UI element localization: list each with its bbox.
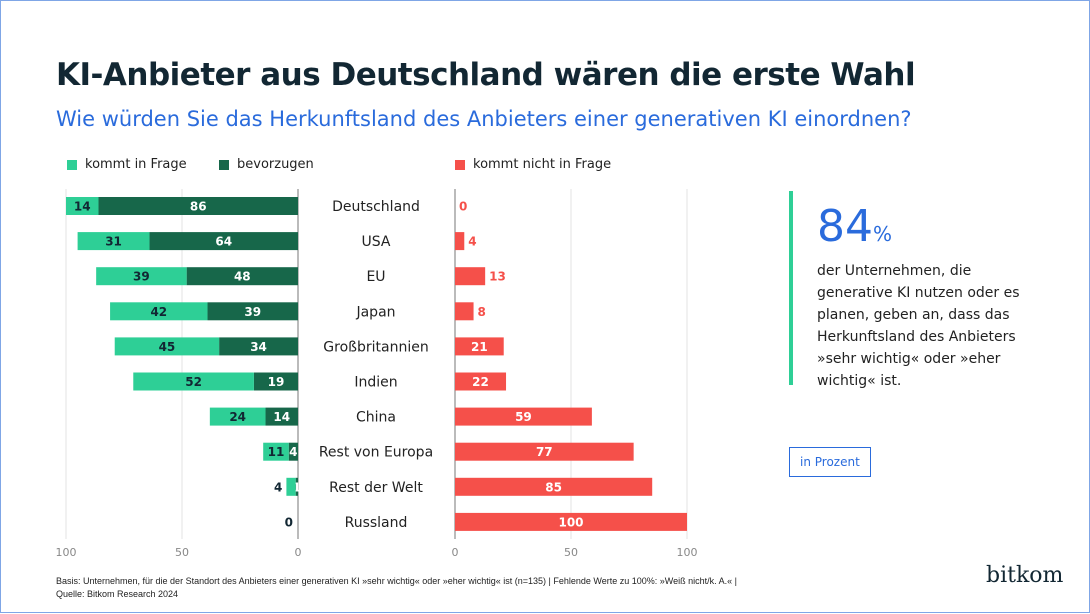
- data-label-kommt-nicht-in-frage: 85: [545, 480, 562, 494]
- data-label-kommt-nicht-in-frage: 8: [478, 305, 486, 319]
- data-label-kommt-in-frage: 0: [285, 515, 293, 529]
- category-label: Deutschland: [332, 199, 420, 215]
- category-label: Großbritannien: [323, 339, 428, 355]
- category-label: Indien: [354, 375, 397, 391]
- data-label-bevorzugen: 64: [215, 235, 232, 249]
- data-label-kommt-nicht-in-frage: 0: [459, 200, 467, 214]
- data-label-kommt-in-frage: 14: [74, 200, 91, 214]
- bar-bevorzugen: [288, 442, 298, 461]
- kpi-value: 84%: [817, 201, 1061, 252]
- bar-bevorzugen: [186, 267, 298, 286]
- x-tick-left: 100: [56, 546, 77, 559]
- bitkom-logo: bitkom: [986, 563, 1064, 588]
- footer-source: Quelle: Bitkom Research 2024: [56, 589, 179, 599]
- bar-kommt-nicht-in-frage: [455, 232, 465, 251]
- bar-kommt-nicht-in-frage: [455, 267, 486, 286]
- data-label-kommt-in-frage: 45: [159, 340, 176, 354]
- kpi-box: 84% der Unternehmen, die generative KI n…: [789, 191, 1061, 389]
- bar-kommt-nicht-in-frage: [455, 337, 504, 356]
- legend-label: bevorzugen: [237, 157, 314, 172]
- kpi-text: der Unternehmen, die generative KI nutze…: [817, 263, 1020, 389]
- legend-kommt-in-frage: kommt in Frage: [67, 157, 187, 172]
- bar-kommt-in-frage: [209, 407, 266, 426]
- bar-bevorzugen: [98, 197, 298, 215]
- legend-label: kommt in Frage: [85, 157, 187, 172]
- data-label-kommt-nicht-in-frage: 77: [536, 445, 553, 459]
- category-label: Rest von Europa: [319, 445, 433, 461]
- bar-kommt-in-frage: [110, 302, 208, 321]
- category-label: EU: [366, 269, 385, 285]
- data-label-kommt-nicht-in-frage: 4: [468, 235, 476, 249]
- data-label-bevorzugen: 1: [293, 480, 301, 494]
- bar-kommt-in-frage: [133, 372, 254, 391]
- footer-basis: Basis: Unternehmen, für die der Standort…: [56, 576, 737, 586]
- data-label-kommt-nicht-in-frage: 21: [471, 340, 488, 354]
- category-label: Rest der Welt: [329, 480, 423, 496]
- category-label: China: [356, 410, 396, 426]
- bar-bevorzugen: [219, 337, 298, 356]
- data-label-kommt-in-frage: 31: [105, 235, 122, 249]
- data-label-kommt-in-frage: 39: [133, 270, 150, 284]
- bar-kommt-in-frage: [66, 197, 99, 215]
- unit-label: in Prozent: [789, 447, 871, 477]
- bar-kommt-in-frage: [286, 477, 296, 496]
- footer: Basis: Unternehmen, für die der Standort…: [56, 575, 737, 601]
- data-label-kommt-in-frage: 52: [185, 375, 202, 389]
- data-label-kommt-nicht-in-frage: 100: [558, 515, 583, 529]
- data-label-kommt-nicht-in-frage: 13: [489, 270, 506, 284]
- x-tick-right: 50: [564, 546, 578, 559]
- data-label-kommt-in-frage: 4: [274, 480, 282, 494]
- subtitle: Wie würden Sie das Herkunftsland des Anb…: [56, 107, 912, 131]
- data-label-bevorzugen: 34: [250, 340, 267, 354]
- bar-kommt-in-frage: [77, 232, 150, 251]
- legend-kommt-nicht-in-frage: kommt nicht in Frage: [455, 157, 611, 172]
- page-title: KI-Anbieter aus Deutschland wären die er…: [56, 57, 916, 93]
- category-label: Japan: [355, 304, 395, 320]
- data-label-bevorzugen: 19: [268, 375, 285, 389]
- data-label-kommt-in-frage: 42: [150, 305, 167, 319]
- kpi-unit: %: [873, 222, 893, 246]
- data-label-kommt-nicht-in-frage: 22: [472, 375, 489, 389]
- bar-kommt-nicht-in-frage: [455, 512, 687, 531]
- bar-kommt-in-frage: [96, 267, 187, 286]
- category-label: Russland: [345, 515, 408, 531]
- legend-swatch: [455, 159, 465, 170]
- data-label-bevorzugen: 4: [289, 445, 297, 459]
- data-label-kommt-in-frage: 11: [268, 445, 285, 459]
- bar-kommt-nicht-in-frage: [455, 302, 474, 321]
- bar-bevorzugen: [265, 407, 298, 426]
- kpi-number: 84: [817, 201, 873, 252]
- data-label-bevorzugen: 39: [244, 305, 261, 319]
- bar-kommt-nicht-in-frage: [455, 372, 507, 391]
- bar-kommt-in-frage: [263, 442, 289, 461]
- bar-bevorzugen: [295, 477, 298, 496]
- data-label-kommt-nicht-in-frage: 59: [515, 410, 532, 424]
- bar-kommt-nicht-in-frage: [455, 477, 653, 496]
- x-tick-left: 50: [175, 546, 189, 559]
- bar-bevorzugen: [149, 232, 298, 251]
- data-label-bevorzugen: 48: [234, 270, 251, 284]
- legend-swatch: [219, 159, 229, 170]
- x-tick-left: 0: [295, 546, 302, 559]
- x-tick-right: 0: [452, 546, 459, 559]
- legend-label: kommt nicht in Frage: [473, 157, 612, 172]
- bar-kommt-nicht-in-frage: [455, 442, 634, 461]
- data-label-bevorzugen: 14: [273, 410, 290, 424]
- bar-kommt-nicht-in-frage: [455, 407, 592, 426]
- legend-swatch: [67, 159, 77, 170]
- bar-bevorzugen: [253, 372, 298, 391]
- data-label-bevorzugen: 86: [190, 200, 207, 214]
- bar-bevorzugen: [207, 302, 298, 321]
- x-tick-right: 100: [677, 546, 698, 559]
- bar-kommt-in-frage: [114, 337, 220, 356]
- category-label: USA: [362, 234, 391, 250]
- data-label-kommt-in-frage: 24: [229, 410, 246, 424]
- legend-bevorzugen: bevorzugen: [219, 157, 314, 172]
